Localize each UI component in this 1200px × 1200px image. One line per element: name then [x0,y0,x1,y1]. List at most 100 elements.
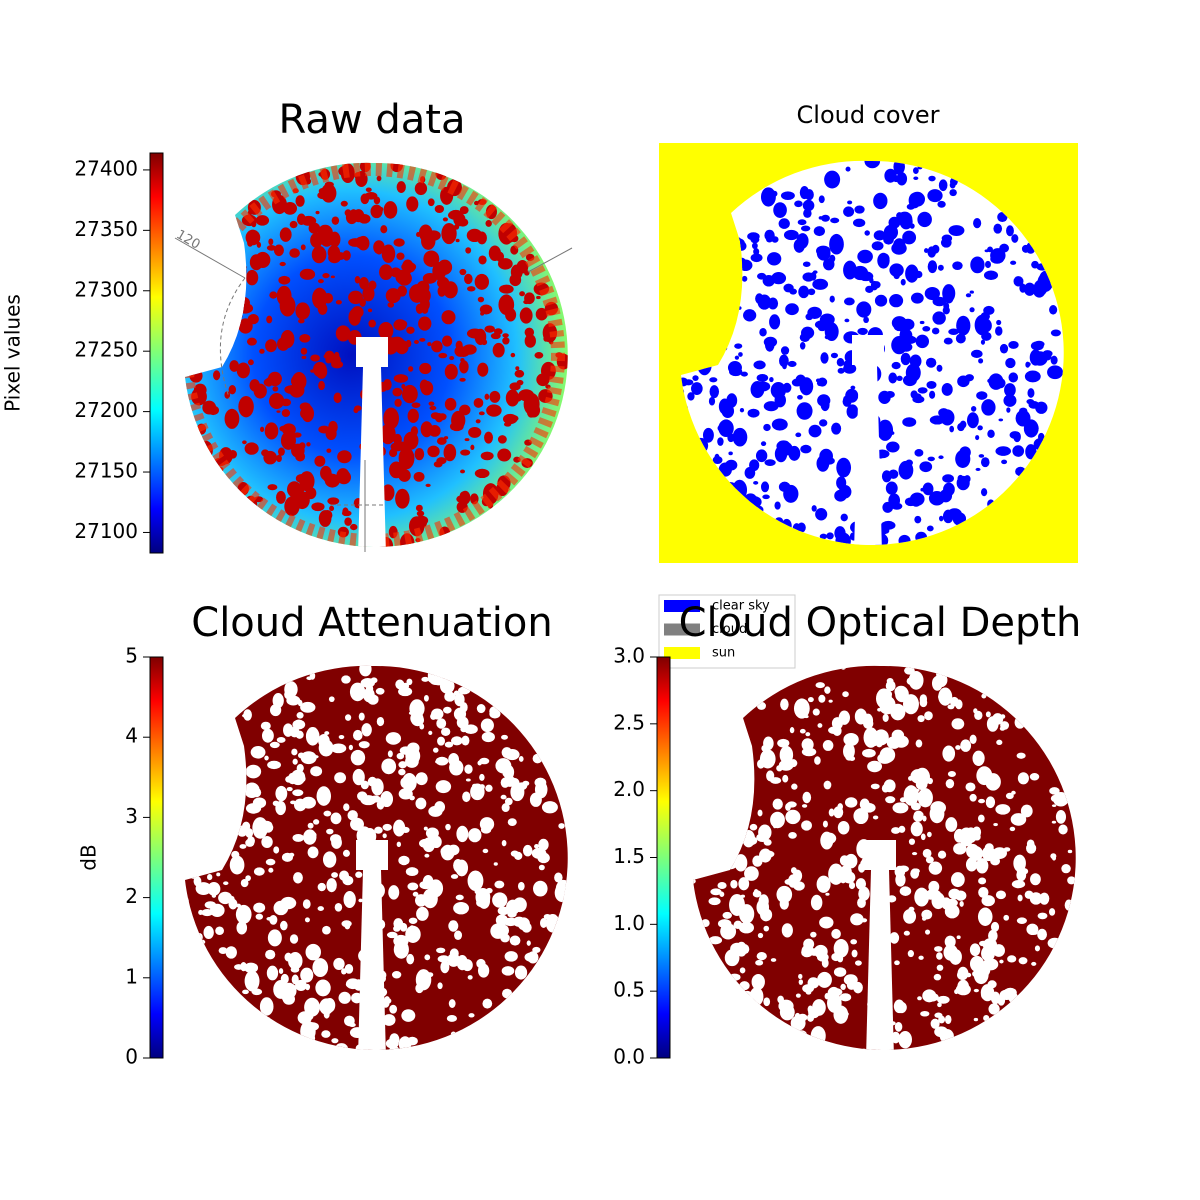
image-texture [359,665,372,677]
image-texture [193,765,208,783]
image-texture [343,890,356,909]
image-texture [526,940,531,946]
image-texture [696,811,711,827]
image-texture [945,779,955,789]
image-texture [228,384,237,395]
image-texture [360,780,369,790]
image-texture [719,752,731,759]
image-texture [476,898,490,908]
image-texture [291,443,305,458]
image-texture [819,533,828,540]
image-texture [501,839,507,847]
image-texture [317,906,324,911]
image-texture [419,362,432,375]
image-texture [398,686,413,697]
image-texture [365,187,372,193]
image-texture [1009,826,1016,832]
image-texture [992,847,1007,859]
image-texture [943,944,958,961]
colorbar-tick-label: 4 [125,724,138,748]
image-texture [318,739,334,757]
image-texture [810,1026,826,1046]
image-texture [719,401,731,413]
image-texture [485,784,493,792]
image-texture [330,812,342,825]
image-texture [947,771,956,777]
image-texture [977,425,983,431]
image-texture [205,354,211,358]
image-texture [449,356,455,361]
image-texture [910,494,922,507]
image-texture [779,745,794,765]
image-texture [985,711,991,718]
image-texture [903,930,910,936]
image-texture [493,862,498,866]
image-texture [507,818,517,826]
image-texture [864,160,881,169]
image-texture [482,998,493,1009]
image-texture [470,444,475,451]
image-texture [780,191,795,200]
image-texture [801,804,808,808]
image-texture [812,999,826,1016]
image-texture [996,319,1002,326]
image-texture [438,413,447,421]
image-texture [899,886,912,896]
image-texture [269,914,278,925]
image-texture [280,920,288,931]
image-texture [420,421,433,438]
colorbar-tick-label: 27400 [74,156,138,180]
image-texture [318,380,325,391]
image-texture [193,876,202,887]
image-texture [753,248,760,256]
image-texture [730,879,738,889]
image-texture [313,361,327,378]
image-texture [770,777,782,784]
image-texture [216,836,232,857]
image-texture [831,422,842,435]
image-texture [480,826,492,834]
image-texture [798,979,804,985]
image-texture [919,461,933,473]
image-texture [741,275,748,282]
image-texture [744,466,756,479]
image-texture [739,967,746,974]
image-texture [938,687,953,706]
image-texture [273,244,284,257]
image-texture [934,946,943,952]
image-texture [264,422,279,440]
image-texture [505,389,520,407]
image-texture [854,960,862,966]
image-texture [903,785,919,806]
image-texture [519,307,533,324]
image-texture [983,1014,990,1022]
image-texture [918,955,924,960]
image-texture [836,457,852,478]
image-texture [865,285,874,293]
image-texture [313,755,319,759]
image-texture [185,866,186,883]
image-texture [406,678,413,686]
image-texture [371,778,384,796]
image-texture [464,273,473,285]
image-texture [1011,234,1019,243]
colorbar-tick-label: 1 [125,964,138,988]
image-texture [798,380,803,386]
image-texture [342,849,350,857]
image-texture [979,318,992,333]
image-texture [929,998,935,1002]
image-texture [519,291,525,297]
image-texture [957,966,969,981]
image-texture [398,768,406,776]
image-texture [828,726,840,734]
image-texture [910,390,918,399]
image-texture [444,363,458,380]
image-texture [722,911,732,919]
image-texture [261,449,270,457]
image-texture [902,694,919,715]
image-texture [929,415,945,425]
image-texture [799,341,806,350]
image-texture [693,861,702,879]
image-texture [380,423,396,445]
image-texture [255,215,270,226]
